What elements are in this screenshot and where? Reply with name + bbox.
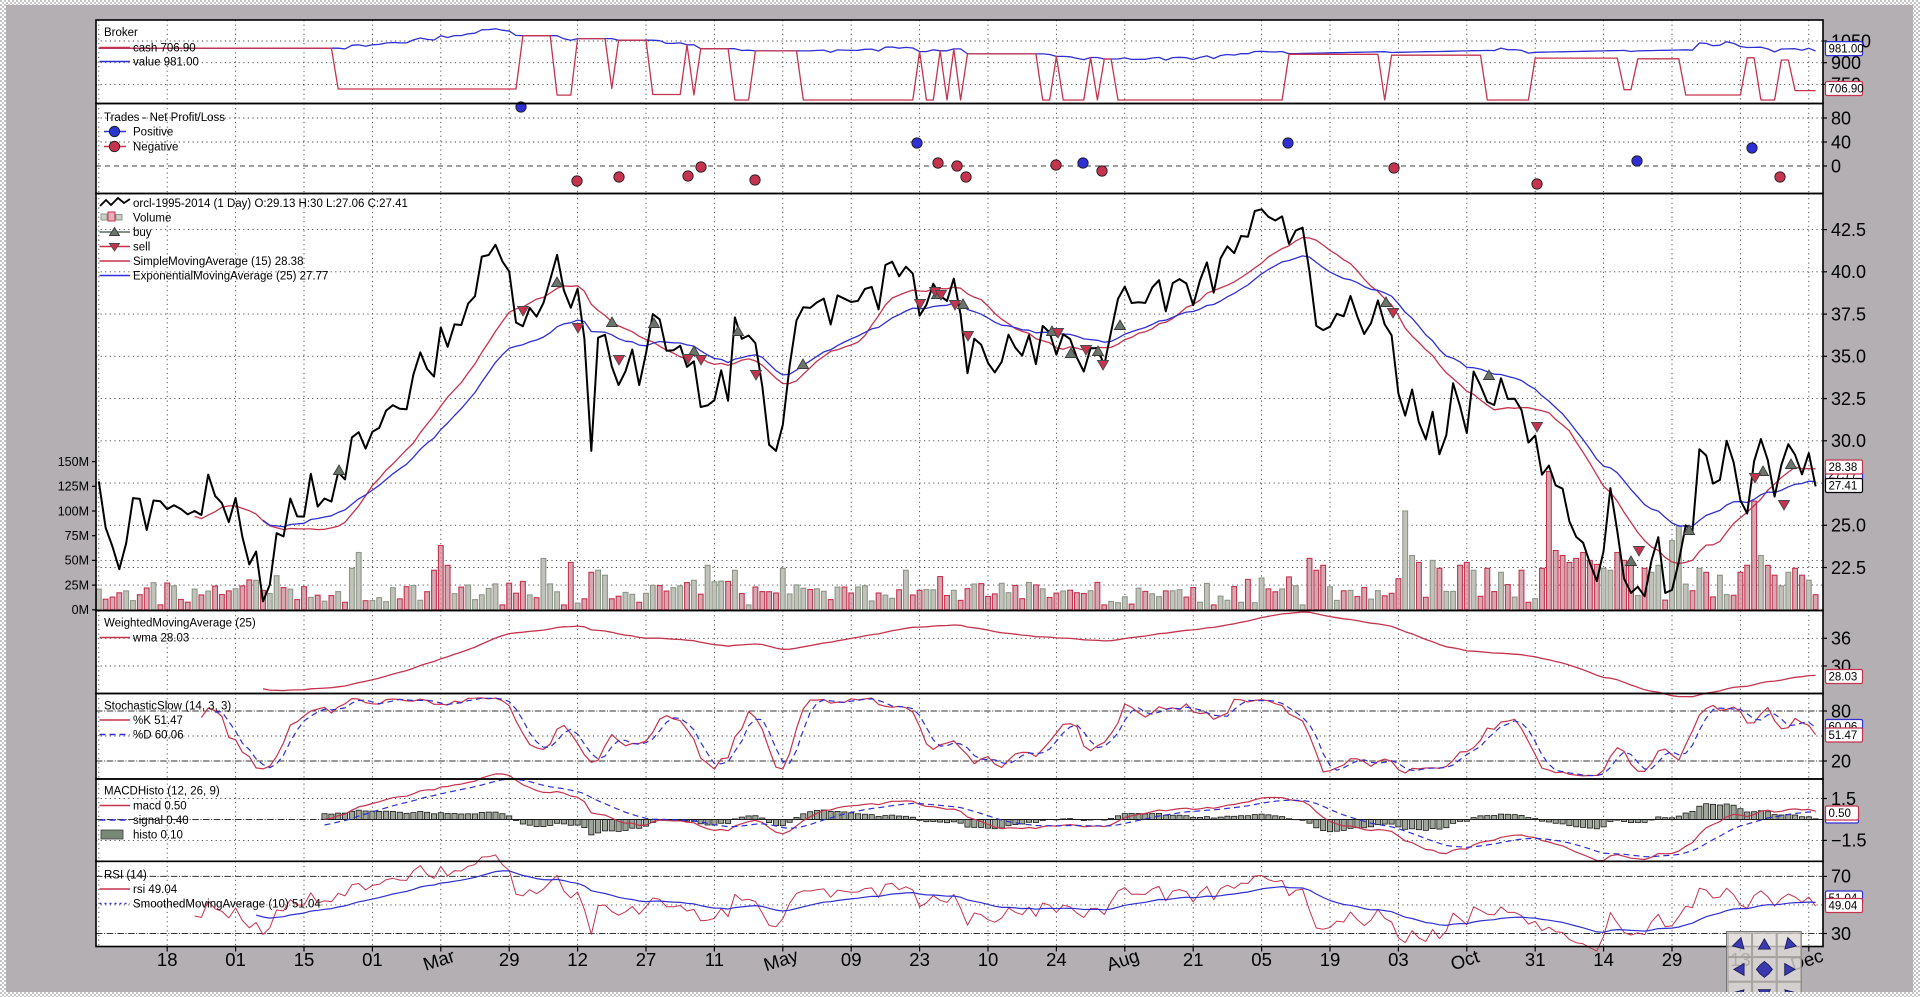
svg-text:42.5: 42.5: [1831, 220, 1866, 240]
svg-text:wma 28.03: wma 28.03: [132, 633, 189, 645]
svg-text:value 981.00: value 981.00: [133, 57, 199, 69]
svg-text:40.0: 40.0: [1831, 262, 1866, 282]
svg-text:SmoothedMovingAverage (10) 51.: SmoothedMovingAverage (10) 51.04: [133, 899, 321, 911]
svg-text:29: 29: [1662, 949, 1683, 970]
svg-text:30: 30: [1831, 924, 1851, 944]
svg-text:981.00: 981.00: [1829, 44, 1864, 56]
svg-text:150M: 150M: [58, 455, 89, 469]
svg-text:30.0: 30.0: [1831, 431, 1866, 451]
svg-text:27.41: 27.41: [1829, 481, 1858, 493]
svg-text:49.04: 49.04: [1829, 901, 1858, 913]
svg-text:cash 706.90: cash 706.90: [133, 43, 196, 55]
svg-text:0: 0: [1831, 156, 1841, 176]
svg-text:ExponentialMovingAverage (25): ExponentialMovingAverage (25) 27.77: [133, 271, 328, 283]
svg-text:28.03: 28.03: [1829, 672, 1858, 684]
svg-text:25.0: 25.0: [1831, 516, 1866, 536]
svg-text:01: 01: [362, 949, 383, 970]
svg-text:27: 27: [636, 949, 657, 970]
svg-text:24: 24: [1046, 949, 1067, 970]
svg-text:05: 05: [1251, 949, 1272, 970]
svg-text:80: 80: [1831, 701, 1851, 721]
svg-text:0.50: 0.50: [1829, 808, 1851, 820]
svg-text:32.5: 32.5: [1831, 389, 1866, 409]
svg-text:%K 51.47: %K 51.47: [133, 715, 183, 727]
svg-text:50M: 50M: [65, 554, 89, 568]
svg-text:900: 900: [1831, 53, 1861, 73]
svg-text:Negative: Negative: [133, 142, 178, 154]
svg-text:sell: sell: [133, 242, 150, 254]
svg-text:100M: 100M: [58, 504, 89, 518]
svg-text:10: 10: [978, 949, 999, 970]
svg-text:70: 70: [1831, 867, 1851, 887]
svg-text:36: 36: [1831, 629, 1851, 649]
svg-text:28.38: 28.38: [1829, 462, 1858, 474]
svg-text:macd 0.50: macd 0.50: [133, 801, 187, 813]
svg-text:histo 0.10: histo 0.10: [133, 830, 183, 842]
svg-text:125M: 125M: [58, 480, 89, 494]
svg-text:03: 03: [1388, 949, 1409, 970]
svg-text:rsi 49.04: rsi 49.04: [133, 884, 178, 896]
svg-text:23: 23: [909, 949, 930, 970]
svg-text:09: 09: [841, 949, 862, 970]
svg-text:37.5: 37.5: [1831, 304, 1866, 324]
svg-text:Positive: Positive: [133, 127, 173, 139]
svg-text:35.0: 35.0: [1831, 347, 1866, 367]
svg-text:signal 0.40: signal 0.40: [133, 815, 189, 827]
svg-text:12: 12: [567, 949, 588, 970]
svg-text:Broker: Broker: [104, 27, 138, 39]
svg-text:WeightedMovingAverage (25): WeightedMovingAverage (25): [104, 618, 256, 630]
svg-text:11: 11: [705, 949, 724, 970]
svg-text:19: 19: [1320, 949, 1341, 970]
svg-text:Trades - Net Profit/Loss: Trades - Net Profit/Loss: [104, 112, 225, 124]
svg-text:Volume: Volume: [133, 213, 171, 225]
svg-text:25M: 25M: [65, 578, 89, 592]
svg-text:1.5: 1.5: [1831, 789, 1856, 809]
svg-text:18: 18: [157, 949, 178, 970]
svg-text:14: 14: [1593, 949, 1614, 970]
svg-text:buy: buy: [133, 227, 152, 239]
svg-text:51.47: 51.47: [1829, 730, 1858, 742]
svg-text:01: 01: [225, 949, 246, 970]
svg-text:RSI (14): RSI (14): [104, 870, 147, 882]
svg-text:31: 31: [1525, 949, 1546, 970]
svg-text:21: 21: [1183, 949, 1204, 970]
svg-text:706.90: 706.90: [1829, 84, 1864, 96]
svg-text:orcl-1995-2014 (1 Day) O:29.13: orcl-1995-2014 (1 Day) O:29.13 H:30 L:27…: [133, 198, 408, 210]
svg-text:StochasticSlow (14, 3, 3): StochasticSlow (14, 3, 3): [104, 701, 231, 713]
svg-text:29: 29: [499, 949, 520, 970]
svg-text:40: 40: [1831, 132, 1851, 152]
svg-text:80: 80: [1831, 108, 1851, 128]
svg-text:MACDHisto (12, 26, 9): MACDHisto (12, 26, 9): [104, 786, 220, 798]
svg-text:%D 60.06: %D 60.06: [133, 730, 184, 742]
svg-text:15: 15: [294, 949, 315, 970]
svg-text:−1.5: −1.5: [1831, 831, 1867, 851]
svg-text:20: 20: [1831, 751, 1851, 771]
svg-text:0M: 0M: [72, 603, 89, 617]
svg-text:75M: 75M: [65, 529, 89, 543]
svg-text:SimpleMovingAverage (15) 28.38: SimpleMovingAverage (15) 28.38: [133, 256, 303, 268]
svg-text:22.5: 22.5: [1831, 558, 1866, 578]
